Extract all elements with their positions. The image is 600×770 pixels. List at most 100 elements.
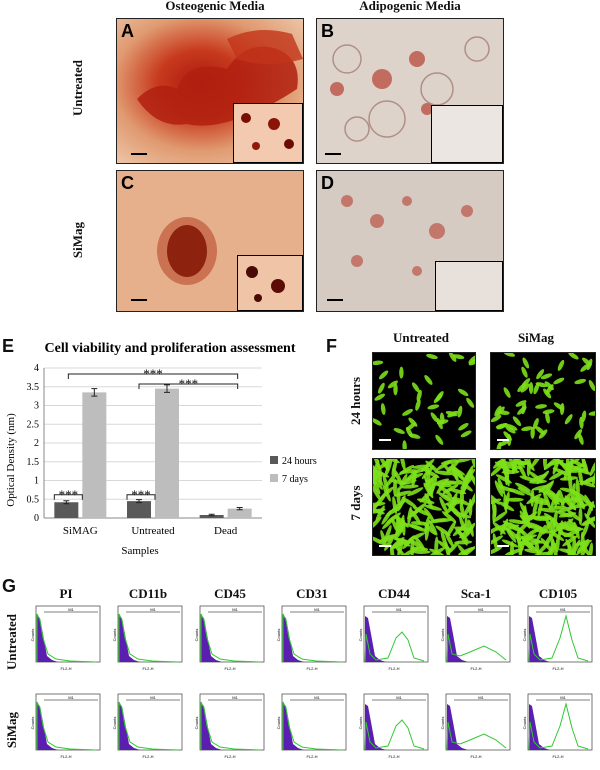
cell xyxy=(491,525,502,536)
cell xyxy=(442,494,459,503)
cell xyxy=(578,433,584,445)
f-col-header-untreated: Untreated xyxy=(392,330,450,345)
cell xyxy=(536,369,545,380)
cell xyxy=(519,475,537,482)
cell xyxy=(580,516,595,526)
col-header-adipogenic: Adipogenic Media xyxy=(359,0,461,13)
axis-x-label: FL2-H xyxy=(224,666,235,671)
cell xyxy=(509,522,525,534)
cell xyxy=(391,517,400,534)
cell xyxy=(542,519,553,535)
axis-y-label: Counts xyxy=(30,717,35,730)
marker-label-cd44: CD44 xyxy=(378,586,410,601)
cell xyxy=(557,359,565,371)
cell xyxy=(463,469,475,484)
cell xyxy=(568,353,579,360)
cell xyxy=(526,526,543,537)
y-tick-label: 3.5 xyxy=(27,382,40,393)
f-col-header-simag: SiMag xyxy=(517,330,555,345)
cell xyxy=(429,548,446,555)
cell xyxy=(399,459,406,471)
cell xyxy=(405,426,413,438)
panel-letter-g: G xyxy=(2,576,17,596)
control-histogram xyxy=(447,704,468,750)
cell xyxy=(407,487,424,497)
cell xyxy=(503,431,512,441)
sample-histogram xyxy=(282,613,343,663)
marker-label-cd45: CD45 xyxy=(214,586,246,601)
cell xyxy=(586,358,593,371)
cell xyxy=(495,474,512,484)
cell xyxy=(448,353,457,362)
cell xyxy=(555,510,573,518)
fluor-untreated-24h xyxy=(372,352,476,450)
panel-letter-e: E xyxy=(2,336,15,356)
y-tick-label: 3 xyxy=(34,401,39,412)
x-tick-label: SiMAG xyxy=(63,525,98,537)
cell xyxy=(412,549,431,554)
cell xyxy=(563,529,581,538)
cell xyxy=(503,387,511,398)
y-tick-label: 1.5 xyxy=(27,457,40,468)
y-tick-label: 2 xyxy=(34,438,39,449)
cell xyxy=(435,434,444,445)
cell xyxy=(542,409,555,415)
cell xyxy=(549,530,565,542)
cell xyxy=(530,426,535,439)
cell xyxy=(382,484,391,502)
cell xyxy=(574,429,583,440)
inset-c xyxy=(237,255,303,311)
cell xyxy=(533,551,552,555)
cell xyxy=(566,509,582,522)
gate-label: M1 xyxy=(396,607,402,612)
cell xyxy=(373,470,384,486)
cell xyxy=(414,535,426,551)
cell xyxy=(568,473,573,492)
marker-label-sca-1: Sca-1 xyxy=(460,586,492,601)
cell xyxy=(373,469,390,478)
axis-x-label: FL2-H xyxy=(142,754,153,759)
panel-letter-c: C xyxy=(121,173,134,193)
cell xyxy=(426,353,438,360)
significance-bracket xyxy=(67,373,239,379)
cell xyxy=(430,412,439,423)
histogram-sca-1-untreated: M1 FL2-H Counts xyxy=(440,605,511,671)
bar-24-hours-Untreated xyxy=(127,501,151,518)
marker-label-cd11b: CD11b xyxy=(128,586,168,601)
sample-histogram xyxy=(446,633,507,663)
col-header-osteogenic: Osteogenic Media xyxy=(165,0,265,13)
cell xyxy=(517,487,534,497)
cell xyxy=(571,539,581,555)
sample-histogram xyxy=(200,613,261,663)
cell xyxy=(543,459,558,471)
cell xyxy=(393,428,405,434)
cell xyxy=(584,474,595,482)
cell xyxy=(441,511,457,523)
cell xyxy=(435,391,444,402)
plot-frame xyxy=(363,693,429,751)
axis-y-label: Counts xyxy=(276,629,281,642)
cell xyxy=(463,501,473,518)
axis-x-label: FL2-H xyxy=(60,666,71,671)
cell xyxy=(402,408,413,416)
cell xyxy=(544,381,554,391)
cell xyxy=(415,399,421,411)
axis-x-label: FL2-H xyxy=(552,666,563,671)
plot-frame xyxy=(35,693,101,751)
cell xyxy=(394,525,405,541)
sample-histogram xyxy=(118,613,179,663)
scale-bar-f2 xyxy=(497,439,509,441)
cell xyxy=(517,383,527,392)
significance-label: *** xyxy=(179,376,199,391)
scale-bar-c xyxy=(131,299,147,301)
cell xyxy=(408,417,418,427)
histogram-cd11b-untreated: M1 FL2-H Counts xyxy=(112,605,183,671)
axis-y-label: Counts xyxy=(522,717,527,730)
axis-y-label: Counts xyxy=(112,629,117,642)
cell xyxy=(457,405,463,418)
cell xyxy=(451,465,459,483)
bar-chart-e: Cell viability and proliferation assessm… xyxy=(5,341,317,557)
gate-label: M1 xyxy=(314,695,320,700)
cell xyxy=(448,488,467,495)
